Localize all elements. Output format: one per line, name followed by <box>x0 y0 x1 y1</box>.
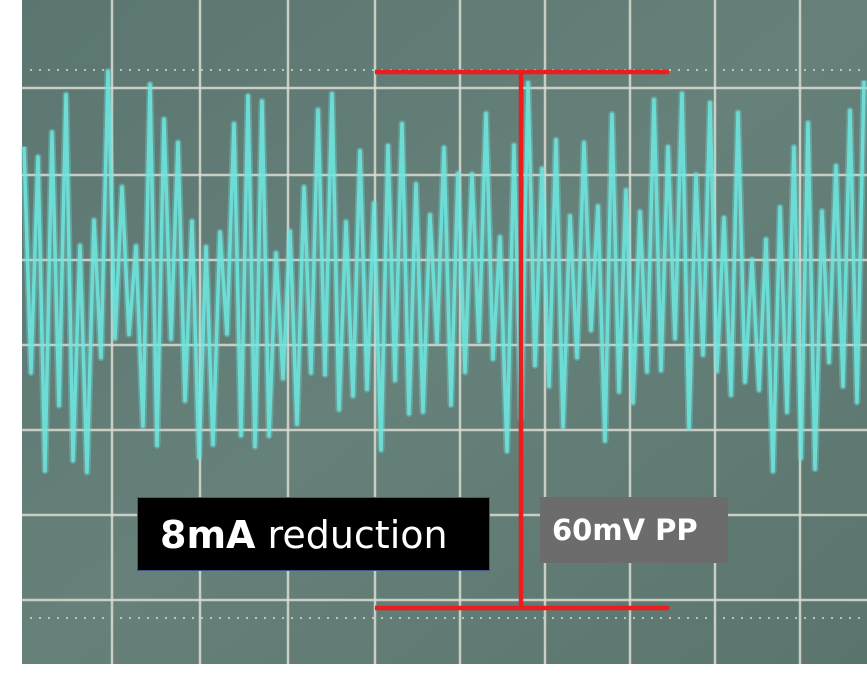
scope-screen <box>0 0 867 676</box>
measurement-label: 60mV PP <box>540 497 728 563</box>
current-label: 8mA reduction <box>137 497 490 571</box>
screenshot: 8mA reduction 60mV PP <box>0 0 867 676</box>
current-text: reduction <box>268 513 448 557</box>
current-value: 8mA <box>160 513 255 557</box>
